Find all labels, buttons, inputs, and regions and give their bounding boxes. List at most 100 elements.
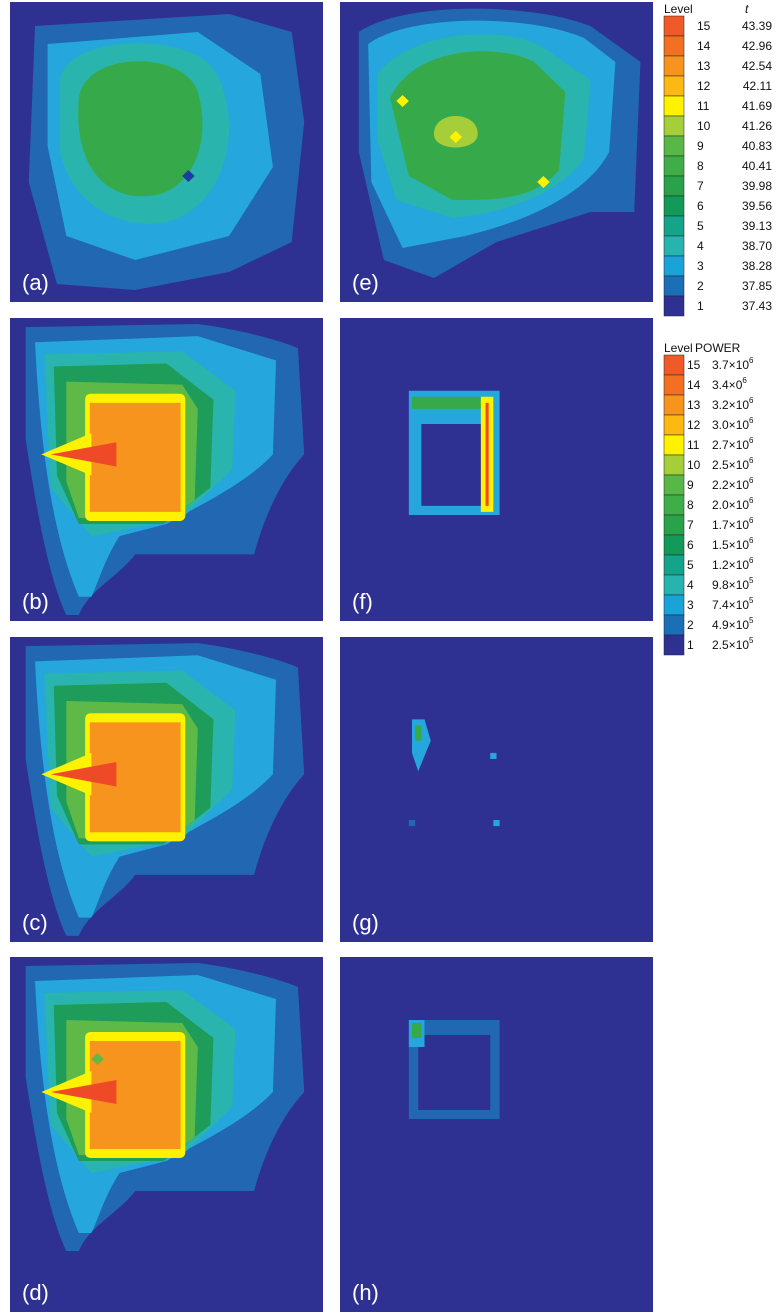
legend-level: 3 <box>687 598 694 612</box>
contours <box>25 643 305 936</box>
legend-swatch <box>663 215 685 237</box>
contour-region <box>91 1053 104 1065</box>
legend-header: Level <box>664 341 693 355</box>
legend-value: 1.2×106 <box>712 556 754 572</box>
legend-value: 42.54 <box>742 59 772 73</box>
legend-level: 8 <box>697 159 704 173</box>
legend-level: 9 <box>697 139 704 153</box>
value-base: 1.7×10 <box>712 518 749 532</box>
legend-value: 1.5×106 <box>712 536 754 552</box>
panel: (f) <box>340 318 653 621</box>
value-base: 3.7×10 <box>712 358 749 372</box>
legend-value: 37.85 <box>742 279 772 293</box>
contour-region <box>50 1080 117 1104</box>
legend-header: POWER <box>695 341 741 355</box>
legend-swatch <box>663 414 685 436</box>
legend-swatch <box>663 75 685 97</box>
value-exponent: 5 <box>749 596 754 605</box>
legend-swatch <box>663 534 685 556</box>
legend-value: 38.28 <box>742 259 772 273</box>
panel-label: (h) <box>352 1280 379 1305</box>
legend-level: 9 <box>687 478 694 492</box>
legend-level: 2 <box>697 279 704 293</box>
value-exponent: 6 <box>749 436 754 445</box>
panel-label: (b) <box>22 589 49 614</box>
legend-header: t <box>745 2 749 16</box>
legend-swatch <box>663 275 685 297</box>
contour-region <box>182 170 195 182</box>
contours <box>28 14 305 290</box>
legend-value: 43.39 <box>742 19 772 33</box>
legend-swatch <box>663 374 685 396</box>
value-base: 9.8×10 <box>712 578 749 592</box>
value-exponent: 5 <box>749 636 754 645</box>
value-base: 1.5×10 <box>712 538 749 552</box>
contours <box>25 963 305 1251</box>
legend-value: 3.7×106 <box>712 356 754 372</box>
value-base: 2.2×10 <box>712 478 749 492</box>
legend-value: 7.4×105 <box>712 596 754 612</box>
legend-level: 11 <box>687 438 700 452</box>
legend-level: 1 <box>687 638 694 652</box>
contour-region <box>485 402 489 506</box>
value-exponent: 6 <box>742 376 747 385</box>
panel-label: (g) <box>352 910 379 935</box>
legend-level: 7 <box>697 179 704 193</box>
legend-value: 40.41 <box>742 159 772 173</box>
legend-level: 15 <box>697 19 711 33</box>
value-exponent: 5 <box>749 576 754 585</box>
contour-region <box>408 390 500 515</box>
contour-region <box>415 725 422 741</box>
legend-swatch <box>663 115 685 137</box>
legend-swatch <box>663 514 685 536</box>
legend-level: 5 <box>687 558 694 572</box>
legend-swatch <box>663 354 685 376</box>
contour-region <box>493 820 500 827</box>
legend-value: 9.8×105 <box>712 576 754 592</box>
contour-region <box>411 396 494 409</box>
legend-level: 7 <box>687 518 694 532</box>
contour-region <box>449 131 463 143</box>
legend-value: 40.83 <box>742 139 772 153</box>
contour-region <box>89 1041 181 1149</box>
legend-value: 1.7×106 <box>712 516 754 532</box>
legend-swatch <box>663 135 685 157</box>
panel-label: (a) <box>22 270 49 295</box>
legend-value: 3.2×106 <box>712 396 754 412</box>
value-exponent: 6 <box>749 396 754 405</box>
value-exponent: 6 <box>749 516 754 525</box>
value-exponent: 6 <box>749 416 754 425</box>
legend-value: 2.0×106 <box>712 496 754 512</box>
contour-region <box>50 442 117 467</box>
legend-swatch <box>663 594 685 616</box>
legend-level: 10 <box>687 458 701 472</box>
legend-level: 14 <box>697 39 711 53</box>
legend-level: 3 <box>697 259 704 273</box>
value-exponent: 6 <box>749 456 754 465</box>
legend-value: 39.98 <box>742 179 772 193</box>
contour-region <box>490 752 497 759</box>
panel: (a) <box>10 2 323 302</box>
legend-swatch <box>663 454 685 476</box>
legend-swatch <box>663 175 685 197</box>
legend-value: 4.9×105 <box>712 616 754 632</box>
value-base: 2.0×10 <box>712 498 749 512</box>
contour-region <box>50 762 117 787</box>
legend-value: 41.69 <box>742 99 772 113</box>
legend-swatch <box>663 295 685 317</box>
legend-value: 2.2×106 <box>712 476 754 492</box>
legend-header: Level <box>664 2 693 16</box>
legend-value: 41.26 <box>742 119 772 133</box>
legend-swatch <box>663 35 685 57</box>
contour-region <box>390 51 566 201</box>
value-base: 3.0×10 <box>712 418 749 432</box>
value-exponent: 6 <box>749 476 754 485</box>
legend-swatch <box>663 434 685 456</box>
value-exponent: 6 <box>749 536 754 545</box>
legend-level: 12 <box>687 418 701 432</box>
panel: (c) <box>10 637 323 942</box>
value-base: 4.9×10 <box>712 618 749 632</box>
panel-background <box>340 957 653 1312</box>
contour-region <box>408 820 416 827</box>
